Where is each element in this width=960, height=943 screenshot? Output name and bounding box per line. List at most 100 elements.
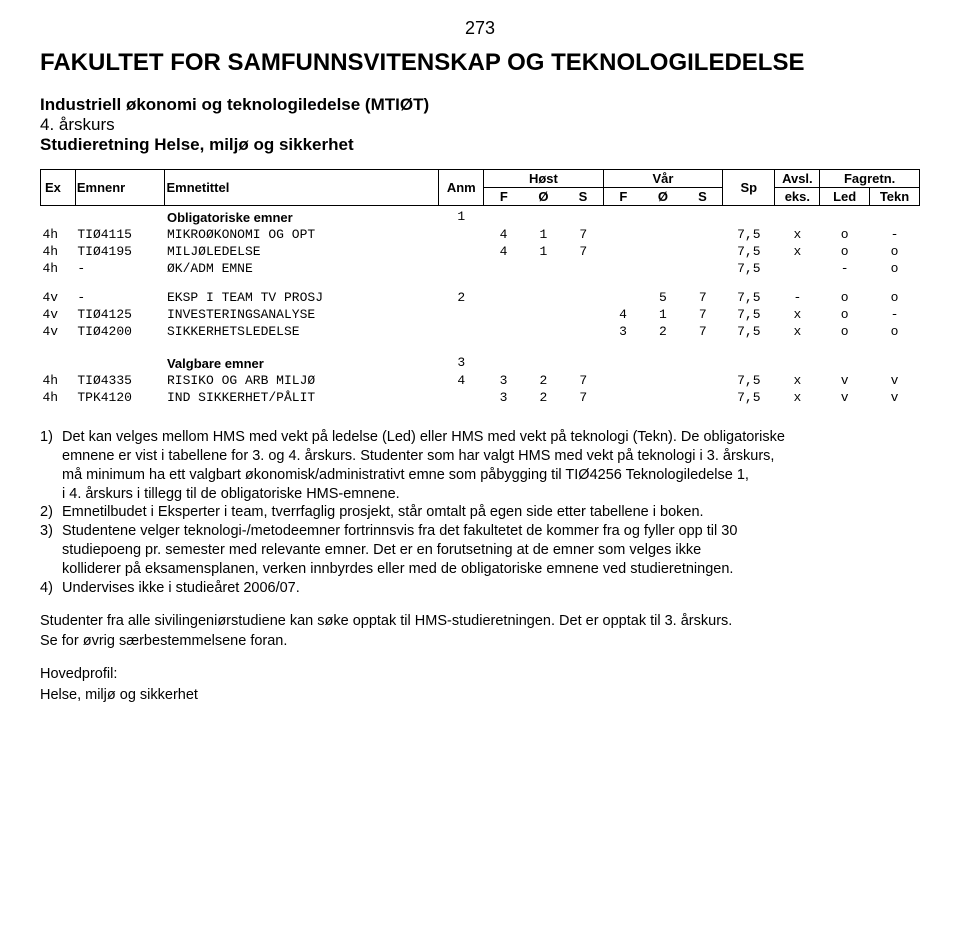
cell-av: x [775,372,820,389]
cell-led: v [820,389,870,406]
th-ex: Ex [41,170,76,206]
section-title: Obligatoriske emner [165,206,439,227]
cell-ex: 4v [41,289,76,306]
cell-av: - [775,289,820,306]
cell-o1: 2 [524,389,564,406]
cell-s1: 7 [563,372,603,389]
note-text: Studentene velger teknologi-/metodeemner… [62,522,920,541]
cell-s1: 7 [563,389,603,406]
cell-sp: 7,5 [723,323,775,340]
cell-led: - [820,260,870,277]
cell-anm: 2 [439,289,484,306]
cell-av [775,260,820,277]
cell-f1: 3 [484,372,524,389]
cell-s2: 7 [683,323,723,340]
cell-anm [439,243,484,260]
table-row: 4vTIØ4125INVESTERINGSANALYSE4177,5xo- [41,306,920,323]
cell-tek: o [870,323,920,340]
th-host-f: F [484,188,524,206]
cell-f1: 3 [484,389,524,406]
cell-s1: 7 [563,226,603,243]
table-row: 4hTPK4120IND SIKKERHET/PÅLIT3277,5xvv [41,389,920,406]
cell-anm [439,260,484,277]
cell-sp: 7,5 [723,226,775,243]
cell-o1: 1 [524,226,564,243]
cell-code: - [75,260,165,277]
cell-anm [439,226,484,243]
cell-s2: 7 [683,289,723,306]
cell-o1 [524,260,564,277]
notes: 1)Det kan velges mellom HMS med vekt på … [40,428,920,598]
cell-code: TIØ4115 [75,226,165,243]
cell-name: EKSP I TEAM TV PROSJ [165,289,439,306]
cell-code: TIØ4125 [75,306,165,323]
section-anm: 3 [439,352,484,372]
cell-s1 [563,260,603,277]
cell-tek: - [870,226,920,243]
note-line: 3)Studentene velger teknologi-/metodeemn… [40,522,920,541]
cell-led: o [820,243,870,260]
cell-code: TPK4120 [75,389,165,406]
cell-f2 [603,389,643,406]
cell-f1: 4 [484,226,524,243]
th-var-f: F [603,188,643,206]
table-row: 4h-ØK/ADM EMNE7,5-o [41,260,920,277]
th-eks: eks. [775,188,820,206]
note-text: Det kan velges mellom HMS med vekt på le… [62,428,920,447]
cell-f2 [603,372,643,389]
cell-code: TIØ4200 [75,323,165,340]
cell-av: x [775,226,820,243]
th-host: Høst [484,170,604,188]
note-number: 1) [40,428,62,447]
cell-o2: 5 [643,289,683,306]
cell-tek: o [870,289,920,306]
cell-f1: 4 [484,243,524,260]
note-number [40,560,62,579]
cell-av: x [775,323,820,340]
note-number [40,447,62,466]
cell-led: v [820,372,870,389]
faculty-title: FAKULTET FOR SAMFUNNSVITENSKAP OG TEKNOL… [40,49,920,77]
table-body: Obligatoriske emner14hTIØ4115MIKROØKONOM… [41,206,920,407]
note-line: 2)Emnetilbudet i Eksperter i team, tverr… [40,503,920,522]
cell-ex: 4h [41,389,76,406]
cell-o2 [643,243,683,260]
note-text: studiepoeng pr. semester med relevante e… [62,541,920,560]
note-line: må minimum ha ett valgbart økonomisk/adm… [40,466,920,485]
cell-code: TIØ4195 [75,243,165,260]
paragraph-line: Se for øvrig særbestemmelsene foran. [40,632,920,651]
cell-f2 [603,289,643,306]
cell-s2 [683,389,723,406]
note-line: studiepoeng pr. semester med relevante e… [40,541,920,560]
cell-ex: 4v [41,323,76,340]
cell-name: MIKROØKONOMI OG OPT [165,226,439,243]
cell-o2 [643,389,683,406]
note-text: kolliderer på eksamensplanen, verken inn… [62,560,920,579]
cell-anm [439,323,484,340]
th-var-s: S [683,188,723,206]
cell-f1 [484,323,524,340]
cell-f1 [484,306,524,323]
cell-av: x [775,243,820,260]
cell-anm: 4 [439,372,484,389]
note-line: emnene er vist i tabellene for 3. og 4. … [40,447,920,466]
th-avsl: Avsl. [775,170,820,188]
table-row: 4hTIØ4195MILJØLEDELSE4177,5xoo [41,243,920,260]
cell-sp: 7,5 [723,260,775,277]
cell-f2 [603,243,643,260]
subtitle-programme: Industriell økonomi og teknologiledelse … [40,95,920,115]
page: 273 FAKULTET FOR SAMFUNNSVITENSKAP OG TE… [0,0,960,747]
section-header-row: Obligatoriske emner1 [41,206,920,227]
th-sp: Sp [723,170,775,206]
cell-led: o [820,323,870,340]
cell-name: MILJØLEDELSE [165,243,439,260]
cell-f2: 3 [603,323,643,340]
th-led: Led [820,188,870,206]
note-text: i 4. årskurs i tillegg til de obligatori… [62,485,920,504]
cell-o1: 2 [524,372,564,389]
cell-ex: 4h [41,372,76,389]
note-line: 1)Det kan velges mellom HMS med vekt på … [40,428,920,447]
cell-name: INVESTERINGSANALYSE [165,306,439,323]
cell-s1: 7 [563,243,603,260]
th-var: Vår [603,170,723,188]
